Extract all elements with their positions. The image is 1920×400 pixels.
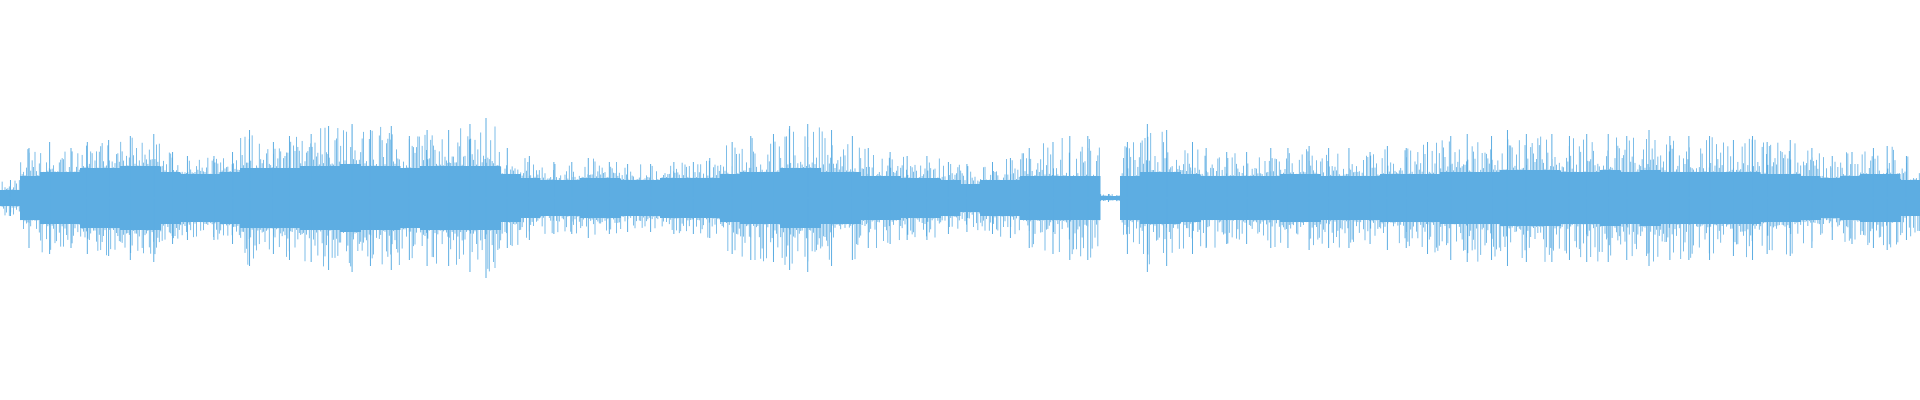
waveform [0,118,1920,278]
page: (() => { const data = JSON.parse(documen… [0,118,1920,278]
